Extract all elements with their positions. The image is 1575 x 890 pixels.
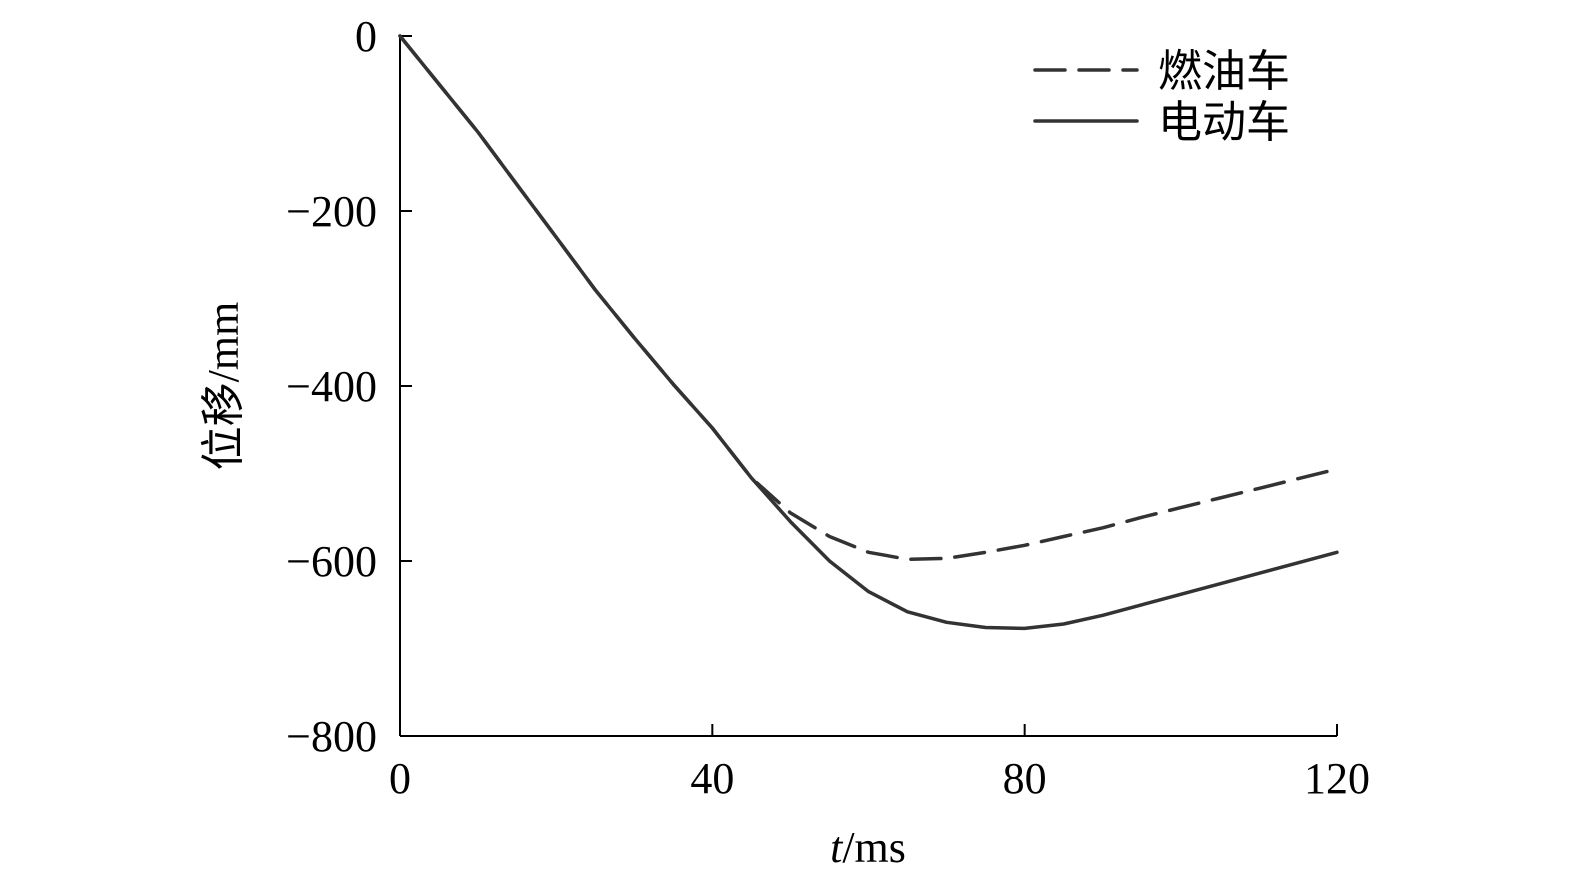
y-ticks: 0 −200 −400 −600 −800: [286, 12, 412, 761]
x-tick-label: 80: [1003, 754, 1047, 803]
x-ticks: 0 40 80 120: [389, 724, 1370, 803]
y-tick-label: −600: [286, 537, 377, 586]
y-axis-title: 位移/mm: [199, 302, 248, 471]
series-line-electric: [398, 34, 1339, 631]
x-tick-label: 120: [1304, 754, 1370, 803]
x-axis-title: t/ms: [830, 823, 906, 872]
y-tick-label: −400: [286, 362, 377, 411]
legend-label-electric: 电动车: [1158, 97, 1290, 148]
legend: 燃油车 电动车: [1033, 46, 1290, 148]
series-group: [398, 34, 1339, 631]
y-tick-label: −200: [286, 187, 377, 236]
x-tick-label: 0: [389, 754, 411, 803]
legend-label-fuel: 燃油车: [1158, 46, 1290, 97]
y-tick-label: 0: [355, 12, 377, 61]
x-tick-label: 40: [690, 754, 734, 803]
series-line-fuel: [398, 34, 1339, 562]
y-tick-label: −800: [286, 712, 377, 761]
